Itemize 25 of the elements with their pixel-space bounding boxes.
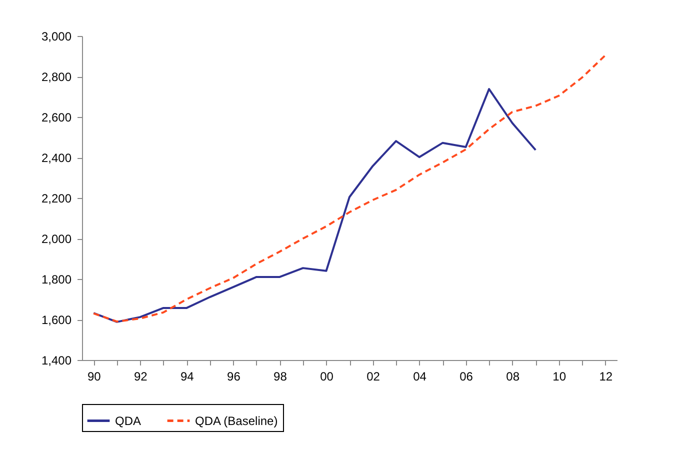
y-tick-label: 2,400 bbox=[41, 151, 72, 165]
x-tick-label: 94 bbox=[180, 370, 194, 384]
x-tick-label: 04 bbox=[413, 370, 427, 384]
x-tick-label: 02 bbox=[366, 370, 380, 384]
y-tick-label: 1,800 bbox=[41, 272, 72, 286]
line-series bbox=[92, 54, 606, 323]
x-tick-label: 06 bbox=[460, 370, 474, 384]
x-tick-label: 92 bbox=[134, 370, 148, 384]
x-tick-label: 08 bbox=[506, 370, 520, 384]
y-tick-label: 2,200 bbox=[41, 192, 72, 206]
y-tick-label: 2,600 bbox=[41, 110, 72, 124]
x-tick-label: 96 bbox=[227, 370, 241, 384]
x-tick-label: 10 bbox=[552, 370, 566, 384]
y-tick-label: 2,000 bbox=[41, 232, 72, 246]
x-tick-label: 12 bbox=[599, 370, 613, 384]
y-tick-label: 3,000 bbox=[41, 30, 72, 44]
x-tick-label: 90 bbox=[87, 370, 102, 384]
line-series bbox=[92, 88, 537, 323]
x-tick-label: 00 bbox=[320, 370, 334, 384]
y-tick-label: 2,800 bbox=[41, 70, 72, 84]
legend-label: QDA (Baseline) bbox=[195, 414, 278, 428]
legend-label: QDA bbox=[115, 414, 142, 428]
y-tick-label: 1,600 bbox=[41, 313, 72, 327]
y-tick-label: 1,400 bbox=[41, 354, 72, 368]
x-tick-label: 98 bbox=[274, 370, 288, 384]
